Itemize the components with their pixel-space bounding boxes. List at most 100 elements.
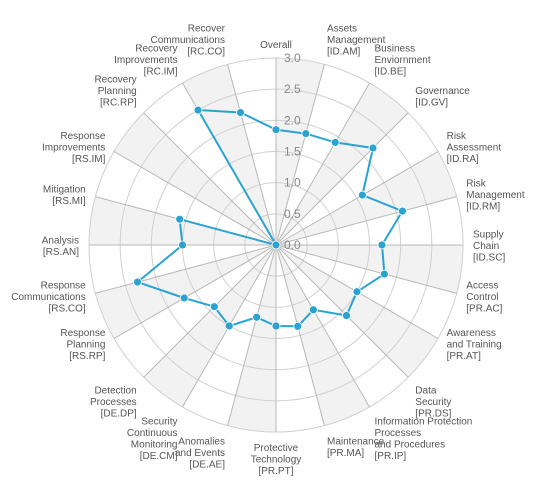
category-label: Anomalies and Events [DE.AE]	[175, 436, 225, 470]
category-label: Mitigation [RS.MI]	[43, 184, 86, 207]
data-point	[357, 190, 367, 200]
category-label-line: Planning	[98, 86, 137, 97]
data-point	[330, 138, 340, 147]
band-wedge	[276, 83, 409, 245]
band-wedge	[114, 112, 276, 246]
category-label-line: Response	[41, 280, 86, 291]
data-point	[398, 206, 407, 216]
axis-spokes	[89, 58, 463, 432]
axis-spoke	[113, 151, 277, 246]
tick-label: 1.0	[284, 176, 301, 190]
category-label-line: Monitoring	[131, 440, 178, 451]
category-label-line: [RC.RP]	[100, 98, 137, 109]
category-label-line: Security	[415, 397, 451, 408]
tick-label: 2.5	[284, 82, 301, 96]
category-label-line: Data	[415, 385, 437, 396]
data-point	[308, 305, 318, 315]
category-label-line: Governance	[415, 86, 470, 97]
category-label: Recovery Planning [RC.RP]	[94, 75, 136, 109]
axis-spoke	[143, 112, 277, 246]
category-label-line: Mitigation	[43, 184, 86, 195]
category-label-line: [RC.CO]	[187, 47, 225, 58]
data-point	[179, 293, 189, 303]
category-label-line: [RS.IM]	[72, 154, 106, 165]
category-label-line: [DE.AE]	[189, 459, 225, 470]
category-label-line: Continuous	[127, 428, 178, 439]
tick-label: 2.0	[284, 113, 301, 127]
category-label-line: Analysis	[42, 235, 79, 246]
category-label-line: Recovery	[135, 43, 177, 54]
category-label-line: Recover	[188, 24, 226, 35]
data-point	[236, 108, 245, 117]
data-point	[271, 240, 281, 250]
category-label-line: Technology	[251, 455, 302, 466]
category-label-line: [PR.AC]	[466, 303, 502, 314]
category-label-line: [RS.RP]	[69, 351, 105, 362]
category-label-line: Business	[375, 43, 416, 54]
category-label-line: [ID.GV]	[415, 98, 448, 109]
data-point	[271, 125, 281, 135]
axis-spoke	[143, 244, 277, 378]
data-point	[301, 129, 311, 139]
category-label-line: Chain	[473, 241, 499, 252]
data-point	[252, 312, 262, 322]
category-label: Governance [ID.GV]	[415, 86, 470, 109]
category-label-line: Improvements	[114, 55, 177, 66]
category-label-line: and Training	[447, 340, 502, 351]
axis-spoke	[275, 244, 409, 378]
data-point	[178, 240, 187, 250]
category-label: Protective Technology [PR.PT]	[251, 443, 302, 477]
category-label-line: [ID.SC]	[473, 253, 505, 264]
band-wedge	[276, 245, 370, 426]
category-label-line: [ID.AM]	[327, 47, 361, 58]
category-label-line: [DE.CM]	[140, 451, 178, 462]
axis-spoke	[113, 244, 277, 339]
data-point	[368, 143, 378, 153]
category-label: Data Security [PR.DS]	[415, 385, 451, 419]
data-point	[133, 277, 142, 287]
category-label-line: Protective	[254, 443, 299, 454]
axis-spoke	[275, 244, 370, 408]
band-wedge	[143, 83, 276, 245]
category-label-line: Risk	[466, 179, 486, 190]
data-point	[342, 311, 351, 320]
band-wedge	[95, 245, 276, 339]
category-label: Maintenance [PR.MA]	[327, 436, 385, 459]
data-point	[352, 287, 362, 297]
category-label-line: Control	[466, 292, 498, 303]
tick-label: 0.0	[284, 238, 301, 252]
category-label: Response Communications [RS.CO]	[11, 280, 86, 314]
series-line	[136, 109, 404, 328]
band-wedge	[276, 245, 438, 378]
band-wedge	[95, 151, 276, 245]
category-label-line: Assets	[327, 24, 357, 35]
category-label-line: [RS.MI]	[52, 196, 86, 207]
band-wedge	[276, 64, 370, 245]
category-label: Recover Communications [RC.CO]	[151, 24, 226, 58]
category-label-line: [RS.CO]	[48, 303, 85, 314]
category-label-line: [PR.PT]	[258, 466, 293, 477]
axis-spoke	[275, 151, 439, 246]
data-point	[175, 214, 185, 224]
category-label-line: Supply	[473, 230, 504, 241]
data-point	[379, 269, 389, 279]
tick-label: 3.0	[284, 51, 301, 65]
category-label-line: Maintenance	[327, 436, 385, 447]
category-label-line: Management	[466, 190, 525, 201]
category-label-line: Access	[466, 280, 498, 291]
band-wedge	[276, 151, 457, 245]
category-label-line: Communications	[11, 292, 85, 303]
band-wedge	[182, 245, 276, 426]
category-label-line: [DE.DP]	[101, 408, 137, 419]
category-label-line: and Events	[175, 448, 225, 459]
axis-spoke	[227, 244, 277, 426]
data-point	[224, 321, 234, 331]
category-label-line: [PR.IP]	[375, 451, 407, 462]
band-wedge	[276, 112, 438, 246]
category-label: Assets Management [ID.AM]	[327, 24, 386, 58]
data-point	[293, 321, 303, 331]
category-label-line: Planning	[66, 340, 105, 351]
